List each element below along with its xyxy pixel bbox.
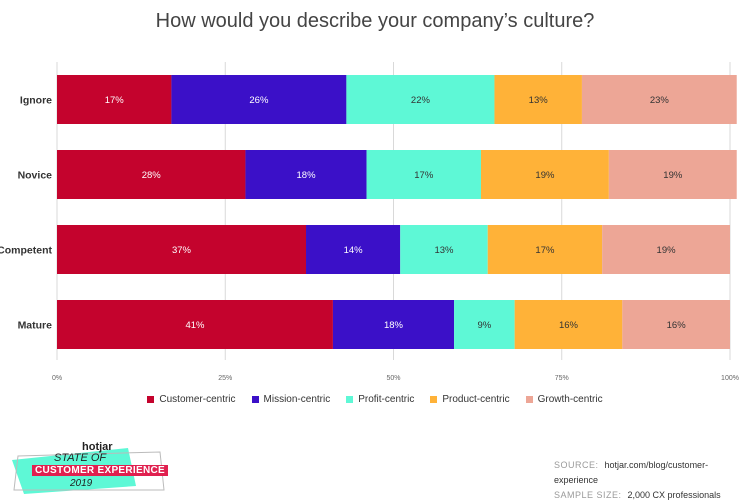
legend-label: Profit-centric — [358, 394, 415, 405]
legend-item: Growth-centric — [525, 394, 603, 405]
bar-segment-profit-centric — [366, 150, 481, 199]
data-label: 17% — [105, 95, 125, 106]
x-tick-label: 25% — [218, 375, 232, 382]
data-label: 28% — [142, 170, 162, 181]
sample-size-label: SAMPLE SIZE: — [554, 490, 622, 500]
bar-segment-mission-centric — [306, 225, 401, 274]
bar-segment-profit-centric — [454, 300, 515, 349]
brand-badge: hotjar STATE OF CUSTOMER EXPERIENCE 2019 — [10, 440, 170, 495]
legend-swatch — [346, 396, 354, 403]
hotjar-logo: hotjar — [82, 441, 113, 453]
x-tick-label: 0% — [52, 375, 62, 382]
bar-segment-growth-centric — [608, 150, 737, 199]
brand-outline-shape — [13, 451, 165, 491]
bar-segment-growth-centric — [602, 225, 730, 274]
category-label: Competent — [0, 245, 52, 257]
legend-item: Product-centric — [430, 394, 510, 405]
data-label: 17% — [535, 245, 555, 256]
bar-segment-product-centric — [480, 150, 609, 199]
category-label: Novice — [18, 170, 53, 182]
data-label: 37% — [172, 245, 192, 256]
legend-item: Profit-centric — [346, 394, 414, 405]
bar-segment-product-centric — [487, 225, 603, 274]
bar-segment-customer-centric — [57, 300, 333, 349]
data-label: 13% — [529, 95, 549, 106]
data-label: 17% — [414, 170, 434, 181]
source-label: SOURCE: — [554, 460, 599, 470]
x-tick-label: 75% — [555, 375, 569, 382]
chart-title: How would you describe your company’s cu… — [155, 10, 595, 32]
data-label: 23% — [650, 95, 670, 106]
bar-segment-mission-centric — [332, 300, 455, 349]
legend-item: Customer-centric — [147, 394, 236, 405]
data-label: 14% — [344, 245, 364, 256]
bar-segment-growth-centric — [581, 75, 737, 124]
source-block: SOURCE: hotjar.com/blog/customer-experien… — [554, 458, 750, 503]
x-tick-label: 50% — [386, 375, 400, 382]
bar-segment-customer-centric — [57, 225, 307, 274]
data-label: 26% — [249, 95, 269, 106]
bar-segment-profit-centric — [400, 225, 488, 274]
source-value: hotjar.com/blog/customer-experience — [554, 460, 709, 485]
sample-size-value: 2,000 CX professionals — [627, 490, 721, 500]
legend-label: Growth-centric — [537, 394, 603, 405]
bar-segment-product-centric — [514, 300, 623, 349]
data-label: 18% — [297, 170, 317, 181]
sample-size-line: SAMPLE SIZE: 2,000 CX professionals — [554, 488, 750, 503]
x-tick-label: 100% — [721, 375, 739, 382]
bar-segment-mission-centric — [171, 75, 347, 124]
bar-segment-growth-centric — [622, 300, 730, 349]
legend-swatch — [147, 396, 155, 403]
data-label: 19% — [663, 170, 683, 181]
source-line: SOURCE: hotjar.com/blog/customer-experien… — [554, 458, 750, 488]
data-label: 16% — [667, 320, 687, 331]
legend-label: Product-centric — [442, 394, 510, 405]
chart-legend: Customer-centric Mission-centric Profit-ce… — [0, 394, 750, 405]
brand-line-3: 2019 — [70, 478, 93, 489]
brand-line-1: STATE OF — [54, 452, 107, 464]
brand-line-2: CUSTOMER EXPERIENCE — [32, 465, 168, 476]
stacked-bar-chart: 17% 26% 22% 13% 23% Ignore 28% 18% 17% 19% 19% Novi… — [0, 62, 739, 382]
legend-label: Customer-centric — [159, 394, 236, 405]
bar-segment-customer-centric — [57, 75, 172, 124]
data-label: 19% — [657, 245, 677, 256]
data-label: 16% — [559, 320, 579, 331]
data-label: 19% — [535, 170, 555, 181]
data-label: 18% — [384, 320, 404, 331]
legend-swatch — [430, 396, 438, 403]
legend-label: Mission-centric — [263, 394, 331, 405]
data-label: 22% — [411, 95, 431, 106]
bar-segment-mission-centric — [245, 150, 367, 199]
data-label: 41% — [185, 320, 205, 331]
data-label: 9% — [477, 320, 491, 331]
bar-segment-product-centric — [494, 75, 582, 124]
category-label: Ignore — [20, 95, 52, 107]
bar-segment-customer-centric — [57, 150, 246, 199]
legend-item: Mission-centric — [251, 394, 331, 405]
legend-swatch — [525, 396, 533, 403]
data-label: 13% — [434, 245, 454, 256]
legend-swatch — [251, 396, 259, 403]
category-label: Mature — [18, 320, 53, 332]
bar-segment-profit-centric — [346, 75, 495, 124]
